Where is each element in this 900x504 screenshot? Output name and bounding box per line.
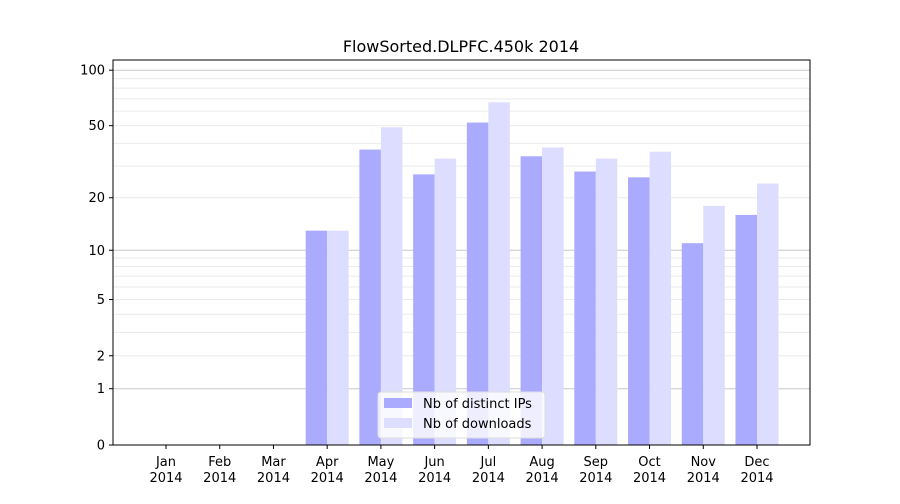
bar-distinct-ips	[520, 156, 543, 445]
bar-distinct-ips	[466, 122, 489, 445]
y-tick-label: 20	[88, 191, 105, 206]
x-tick-label: 2014	[418, 471, 451, 486]
bar-downloads	[488, 102, 510, 445]
bar-distinct-ips	[359, 149, 381, 445]
bars	[305, 102, 779, 446]
plot-frame	[112, 59, 811, 446]
x-tick-label: Feb	[208, 455, 231, 470]
x-axis: Jan2014Feb2014Mar2014Apr2014May2014Jun20…	[149, 445, 774, 486]
x-tick-label: Dec	[744, 455, 769, 470]
x-tick-label: Mar	[261, 455, 286, 470]
x-tick-label: 2014	[472, 471, 505, 486]
x-tick-label: Aug	[529, 455, 554, 470]
bar-downloads	[542, 147, 564, 445]
x-tick-label: 2014	[203, 471, 236, 486]
y-axis: 0 1 2 5 10 20 50 100	[80, 64, 113, 454]
x-tick-label: Jul	[480, 455, 497, 470]
legend-label: Nb of distinct IPs	[423, 397, 532, 412]
x-tick-label: May	[367, 455, 394, 470]
legend-label: Nb of downloads	[423, 417, 532, 432]
grid	[113, 69, 810, 390]
x-tick-label: Apr	[316, 455, 339, 470]
bar-distinct-ips	[413, 174, 435, 445]
bar-downloads	[380, 127, 403, 446]
bar-downloads	[757, 183, 779, 446]
x-tick-label: Nov	[691, 455, 717, 470]
y-tick-label: 50	[88, 119, 105, 134]
bar-downloads	[649, 151, 672, 445]
legend-swatch	[384, 418, 412, 428]
y-tick-label: 100	[80, 64, 105, 79]
bar-downloads	[327, 230, 349, 445]
bar-distinct-ips	[628, 177, 650, 446]
bar-distinct-ips	[681, 243, 704, 445]
x-tick-label: 2014	[579, 471, 612, 486]
x-tick-label: Jan	[155, 455, 176, 470]
chart-title: FlowSorted.DLPFC.450k 2014	[343, 37, 579, 56]
x-tick-label: 2014	[740, 471, 773, 486]
x-tick-label: Oct	[638, 455, 660, 470]
y-tick-label: 10	[88, 244, 105, 259]
x-tick-label: 2014	[687, 471, 720, 486]
x-tick-label: 2014	[311, 471, 344, 486]
y-tick-label: 1	[97, 382, 105, 397]
bar-downloads	[595, 158, 618, 445]
y-tick-label: 5	[97, 293, 105, 308]
x-tick-label: 2014	[526, 471, 559, 486]
y-tick-label: 0	[97, 439, 105, 454]
bar-downloads	[434, 158, 457, 445]
x-tick-label: Sep	[584, 455, 609, 470]
x-tick-label: 2014	[364, 471, 397, 486]
bar-distinct-ips	[574, 171, 596, 446]
x-tick-label: 2014	[633, 471, 666, 486]
bar-distinct-ips	[735, 214, 757, 445]
legend-box	[377, 391, 546, 439]
legend: Nb of distinct IPs Nb of downloads	[377, 391, 546, 439]
x-tick-label: 2014	[257, 471, 290, 486]
legend-swatch	[384, 398, 412, 408]
x-tick-label: 2014	[149, 471, 182, 486]
bar-distinct-ips	[305, 230, 328, 445]
y-tick-label: 2	[97, 349, 105, 364]
x-tick-label: Jun	[423, 455, 444, 470]
bar-downloads	[703, 205, 725, 445]
